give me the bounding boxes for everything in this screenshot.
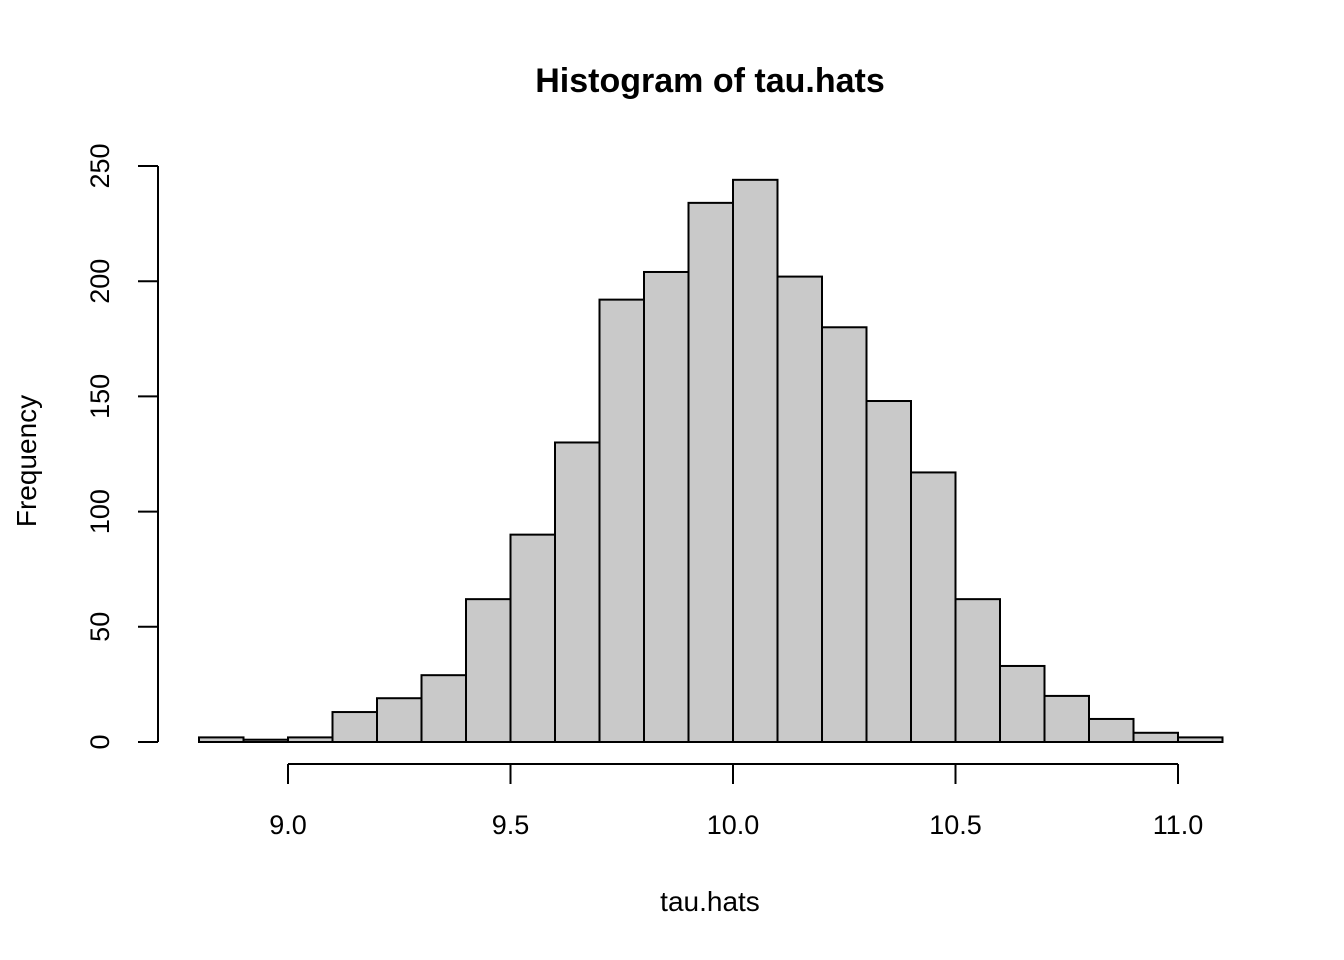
x-axis: 9.0 9.5 10.0 10.5 11.0: [269, 763, 1204, 840]
y-tick-label: 250: [85, 143, 115, 188]
histogram-bar: [910, 471, 957, 743]
y-tick-label: 50: [85, 612, 115, 642]
histogram-bar: [287, 736, 334, 744]
y-tick-label: 0: [85, 734, 115, 749]
x-tick-label: 11.0: [1153, 810, 1204, 840]
y-axis-label: Frequency: [11, 395, 42, 527]
y-tick-label: 100: [85, 489, 115, 534]
x-tick-label: 9.0: [269, 810, 307, 840]
histogram-bar: [554, 441, 601, 743]
histogram-bar: [420, 674, 467, 744]
histogram-bar: [1177, 736, 1224, 744]
histogram-bar: [1043, 694, 1090, 743]
y-tick-label: 200: [85, 259, 115, 304]
histogram-bar: [198, 736, 245, 744]
histogram-bar: [598, 298, 645, 743]
bars-group: [198, 178, 1224, 744]
histogram-bar: [821, 326, 868, 743]
histogram-bar: [509, 533, 556, 744]
histogram-bar: [687, 201, 734, 743]
x-axis-label: tau.hats: [660, 886, 760, 917]
x-tick-label: 10.0: [707, 810, 760, 840]
histogram-bar: [999, 664, 1046, 744]
histogram-bar: [465, 598, 512, 743]
histogram-bar: [1088, 717, 1135, 744]
y-tick-label: 150: [85, 374, 115, 419]
histogram-bar: [331, 711, 378, 743]
histogram-bar: [776, 275, 823, 743]
histogram-bar: [376, 697, 423, 743]
histogram-bar: [1132, 731, 1179, 743]
x-tick-label: 9.5: [492, 810, 530, 840]
x-tick-label: 10.5: [929, 810, 982, 840]
histogram-bar: [865, 400, 912, 743]
histogram-bar: [954, 598, 1001, 743]
y-axis: 0 50 100 150 200 250: [85, 143, 159, 750]
histogram-bar: [242, 738, 289, 743]
histogram-bar: [732, 178, 779, 744]
histogram-bar: [643, 270, 690, 743]
chart-title: Histogram of tau.hats: [535, 62, 884, 100]
